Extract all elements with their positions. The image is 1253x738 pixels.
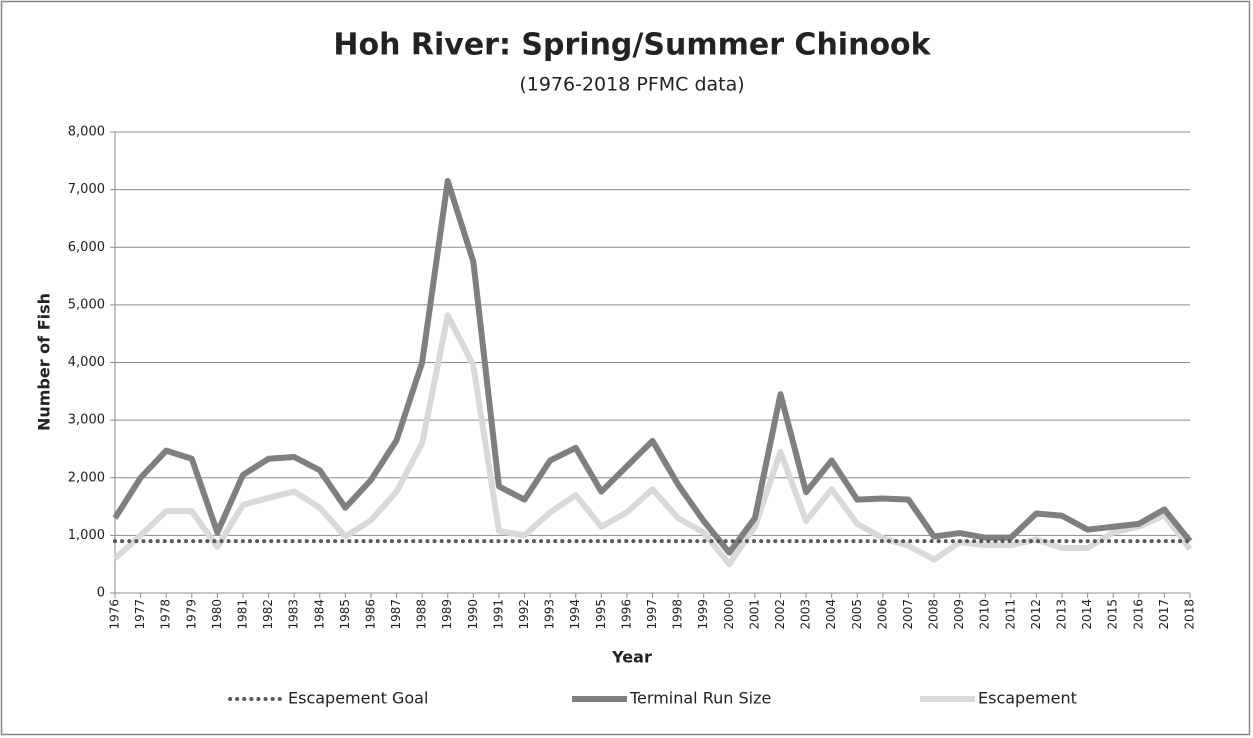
y-tick-label: 5,000 [68,297,105,312]
series-line [112,177,1193,556]
x-tick-label: 1990 [466,599,480,630]
x-tick-label: 2015 [1106,599,1120,630]
x-axis-label: Year [611,648,652,667]
x-tick-label: 1985 [338,599,352,630]
x-tick-label: 2000 [722,599,736,630]
y-tick-label: 3,000 [68,413,105,428]
x-tick-label: 1997 [645,599,659,630]
x-tick-label: 1987 [389,599,403,630]
series-line [112,312,1193,568]
x-tick-label: 2012 [1029,599,1043,630]
x-tick-label: 2001 [747,599,761,630]
x-tick-label: 2018 [1183,599,1197,630]
x-tick-label: 2017 [1157,599,1171,630]
x-tick-label: 2013 [1055,599,1069,630]
x-tick-label: 2002 [773,599,787,630]
y-tick-label: 6,000 [68,240,105,255]
y-tick-label: 0 [97,586,105,601]
x-tick-label: 2009 [952,599,966,630]
x-tick-label: 1979 [184,599,198,630]
x-tick-label: 1984 [312,599,326,630]
x-tick-label: 1977 [133,599,147,630]
x-tick-label: 1999 [696,599,710,630]
y-tick-label: 8,000 [68,125,105,140]
x-tick-label: 2007 [901,599,915,630]
x-tick-label: 2005 [850,599,864,630]
x-tick-label: 2011 [1003,599,1017,630]
chart-title: Hoh River: Spring/Summer Chinook [333,28,931,63]
x-tick-label: 2006 [875,599,889,630]
x-tick-label: 1986 [363,599,377,630]
x-tick-label: 1993 [543,599,557,630]
x-tick-label: 1988 [415,599,429,630]
x-tick-label: 1982 [261,599,275,630]
x-tick-label: 1983 [287,599,301,630]
x-tick-label: 1991 [491,599,505,630]
x-tick-label: 1992 [517,599,531,630]
y-tick-label: 2,000 [68,470,105,485]
y-tick-label: 1,000 [68,528,105,543]
x-tick-label: 1978 [159,599,173,630]
y-axis-label: Number of Fish [35,293,54,431]
x-tick-label: 2004 [824,599,838,630]
x-tick-label: 1995 [594,599,608,630]
x-tick-label: 1976 [108,599,122,630]
x-tick-label: 2003 [799,599,813,630]
chart-subtitle: (1976-2018 PFMC data) [519,74,744,96]
legend-label: Escapement [978,689,1077,708]
x-tick-label: 1996 [619,599,633,630]
x-tick-label: 2010 [978,599,992,630]
legend-label: Escapement Goal [288,689,428,708]
x-tick-label: 2016 [1131,599,1145,630]
y-tick-label: 4,000 [68,355,105,370]
x-tick-label: 1981 [235,599,249,630]
x-tick-label: 1994 [568,599,582,630]
x-tick-label: 1998 [671,599,685,630]
x-tick-label: 1989 [440,599,454,630]
x-tick-label: 2008 [927,599,941,630]
x-tick-label: 1980 [210,599,224,630]
y-tick-label: 7,000 [68,182,105,197]
x-tick-label: 2014 [1080,599,1094,630]
legend-label: Terminal Run Size [629,689,771,708]
